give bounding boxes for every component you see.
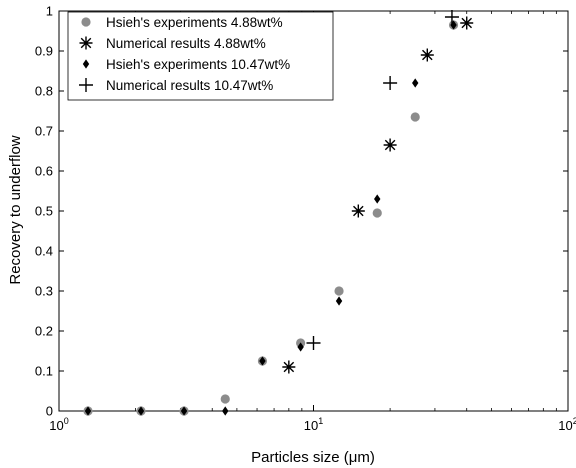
data-point-series-1: [220, 394, 230, 404]
data-point-series-3: [412, 78, 419, 88]
data-point-series-2: [383, 138, 397, 152]
legend-marker-series-4: [79, 78, 93, 92]
data-point-series-3: [137, 406, 145, 416]
y-tick-label: 0.1: [35, 364, 53, 379]
data-point-series-3: [180, 406, 188, 416]
y-tick-label: 0.5: [35, 204, 53, 219]
legend-markers: [79, 17, 93, 92]
legend-marker-series-3: [82, 59, 90, 69]
legend-label-series-2: Numerical results 4.88wt%: [106, 36, 266, 51]
data-point-series-3: [222, 406, 229, 416]
data-point-series-3: [335, 296, 343, 306]
y-tick-label: 0.6: [35, 164, 53, 179]
data-point-series-2: [420, 48, 434, 62]
y-tick-label: 0.4: [35, 244, 53, 259]
y-tick-label: 0.2: [35, 324, 53, 339]
x-tick-labels: 100 101 102: [49, 416, 576, 433]
y-tick-label: 0.3: [35, 284, 53, 299]
data-point-series-2: [460, 16, 474, 30]
legend-marker-series-2: [79, 36, 93, 50]
legend-marker-series-1: [81, 17, 91, 27]
data-point-series-4: [306, 336, 321, 350]
data-point-series-3: [374, 194, 381, 204]
data-point-series-4: [383, 76, 398, 90]
y-tick-label: 0.9: [35, 44, 53, 59]
data-point-series-4: [444, 10, 459, 24]
data-point-series-1: [410, 112, 420, 122]
data-point-series-1: [334, 286, 344, 296]
legend-label-series-4: Numerical results 10.47wt%: [106, 78, 273, 93]
x-tick-label: 100: [49, 416, 68, 433]
y-axis-title: Recovery to underflow: [7, 135, 24, 284]
legend: Hsieh's experiments 4.88wt% Numerical re…: [67, 11, 334, 101]
data-point-series-2: [351, 204, 365, 218]
y-tick-labels: 0 0.1 0.2 0.3 0.4 0.5 0.6 0.7 0.8 0.9 1: [35, 4, 53, 419]
data-point-series-3: [84, 406, 92, 416]
y-tick-label: 1: [46, 4, 53, 19]
y-tick-label: 0.7: [35, 124, 53, 139]
y-tick-label: 0: [46, 404, 53, 419]
legend-box: [67, 11, 334, 101]
data-point-series-2: [282, 360, 296, 374]
data-point-series-3: [259, 356, 266, 366]
data-point-series-1: [372, 208, 382, 218]
data-point-series-3: [297, 342, 304, 352]
x-tick-label: 102: [558, 416, 576, 433]
data-marks: [83, 10, 474, 416]
legend-label-series-3: Hsieh's experiments 10.47wt%: [106, 57, 290, 72]
x-axis-title: Particles size (μm): [251, 449, 375, 466]
x-tick-label: 101: [304, 416, 323, 433]
legend-label-series-1: Hsieh's experiments 4.88wt%: [106, 15, 283, 30]
y-tick-label: 0.8: [35, 84, 53, 99]
